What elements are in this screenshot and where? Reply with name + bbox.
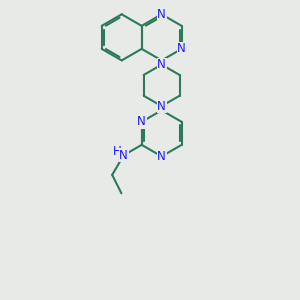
Text: N: N <box>157 150 166 163</box>
Text: N: N <box>177 42 186 56</box>
Text: N: N <box>157 100 166 112</box>
Text: H: H <box>113 145 122 158</box>
Text: N: N <box>137 115 146 128</box>
Text: N: N <box>119 149 128 162</box>
Text: N: N <box>157 58 166 71</box>
Text: N: N <box>157 8 166 21</box>
